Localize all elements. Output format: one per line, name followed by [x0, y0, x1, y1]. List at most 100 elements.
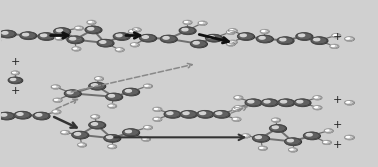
Circle shape [345, 135, 354, 140]
Circle shape [55, 36, 64, 40]
Circle shape [123, 129, 139, 136]
Circle shape [306, 133, 312, 136]
Circle shape [115, 48, 124, 51]
Circle shape [130, 43, 139, 47]
Circle shape [17, 113, 23, 115]
Circle shape [322, 140, 331, 144]
Circle shape [145, 126, 148, 128]
Circle shape [214, 111, 230, 118]
Circle shape [234, 106, 242, 109]
Circle shape [132, 28, 141, 32]
Circle shape [245, 99, 261, 106]
Circle shape [91, 115, 99, 118]
Circle shape [97, 39, 113, 46]
Circle shape [232, 108, 241, 111]
Circle shape [183, 112, 189, 115]
Circle shape [289, 148, 297, 152]
Circle shape [270, 125, 287, 132]
Circle shape [278, 37, 294, 44]
Circle shape [116, 48, 120, 50]
Circle shape [248, 100, 254, 103]
Circle shape [123, 89, 139, 96]
Circle shape [262, 99, 278, 106]
Circle shape [299, 34, 305, 37]
Circle shape [213, 111, 229, 118]
Circle shape [108, 145, 116, 148]
Text: +: + [333, 120, 342, 130]
Circle shape [332, 34, 340, 37]
Circle shape [191, 40, 206, 47]
Circle shape [325, 129, 329, 131]
Circle shape [95, 77, 103, 80]
Circle shape [200, 112, 206, 115]
Circle shape [330, 44, 338, 48]
Circle shape [73, 36, 81, 40]
Circle shape [228, 43, 231, 44]
Circle shape [142, 137, 150, 141]
Circle shape [144, 84, 152, 88]
Circle shape [191, 41, 207, 48]
Circle shape [332, 34, 341, 38]
Circle shape [160, 35, 176, 42]
Circle shape [344, 101, 353, 105]
Text: +: + [333, 140, 342, 150]
Circle shape [65, 90, 81, 97]
Text: +: + [333, 95, 342, 105]
Circle shape [56, 29, 62, 32]
Circle shape [346, 101, 350, 103]
Circle shape [72, 131, 88, 138]
Circle shape [206, 34, 222, 41]
Circle shape [314, 106, 318, 108]
Circle shape [260, 30, 268, 33]
Circle shape [67, 91, 73, 94]
Circle shape [345, 101, 354, 105]
Circle shape [344, 135, 353, 139]
Circle shape [259, 37, 265, 39]
Circle shape [88, 27, 94, 30]
Circle shape [105, 135, 121, 142]
Circle shape [14, 112, 30, 118]
Circle shape [73, 48, 76, 49]
Circle shape [228, 40, 237, 44]
Circle shape [243, 134, 246, 136]
Circle shape [109, 105, 112, 106]
Circle shape [242, 134, 250, 138]
Circle shape [20, 32, 37, 39]
Circle shape [143, 36, 148, 38]
Text: +: + [10, 86, 20, 96]
Circle shape [290, 148, 293, 150]
Circle shape [255, 136, 261, 138]
Circle shape [165, 111, 181, 118]
Circle shape [129, 30, 137, 33]
Circle shape [0, 113, 15, 120]
Circle shape [280, 38, 286, 41]
Circle shape [163, 37, 169, 39]
Circle shape [198, 21, 206, 25]
Circle shape [216, 112, 222, 115]
Circle shape [140, 35, 156, 42]
Text: +: + [333, 32, 342, 42]
Circle shape [232, 117, 240, 121]
Circle shape [228, 29, 237, 32]
Circle shape [53, 98, 61, 102]
Circle shape [143, 138, 146, 139]
Circle shape [123, 129, 138, 136]
Circle shape [113, 33, 129, 40]
Circle shape [74, 26, 83, 30]
Circle shape [272, 126, 278, 129]
Circle shape [106, 93, 122, 100]
Circle shape [143, 84, 152, 88]
Circle shape [86, 27, 102, 34]
Circle shape [232, 107, 240, 111]
Circle shape [130, 30, 133, 32]
Circle shape [264, 100, 270, 103]
Circle shape [106, 94, 122, 101]
Circle shape [164, 111, 180, 118]
Circle shape [100, 41, 106, 43]
Circle shape [253, 135, 268, 142]
Circle shape [104, 135, 120, 142]
Circle shape [179, 27, 195, 34]
Circle shape [241, 134, 249, 137]
Circle shape [232, 117, 241, 121]
Circle shape [295, 99, 311, 106]
